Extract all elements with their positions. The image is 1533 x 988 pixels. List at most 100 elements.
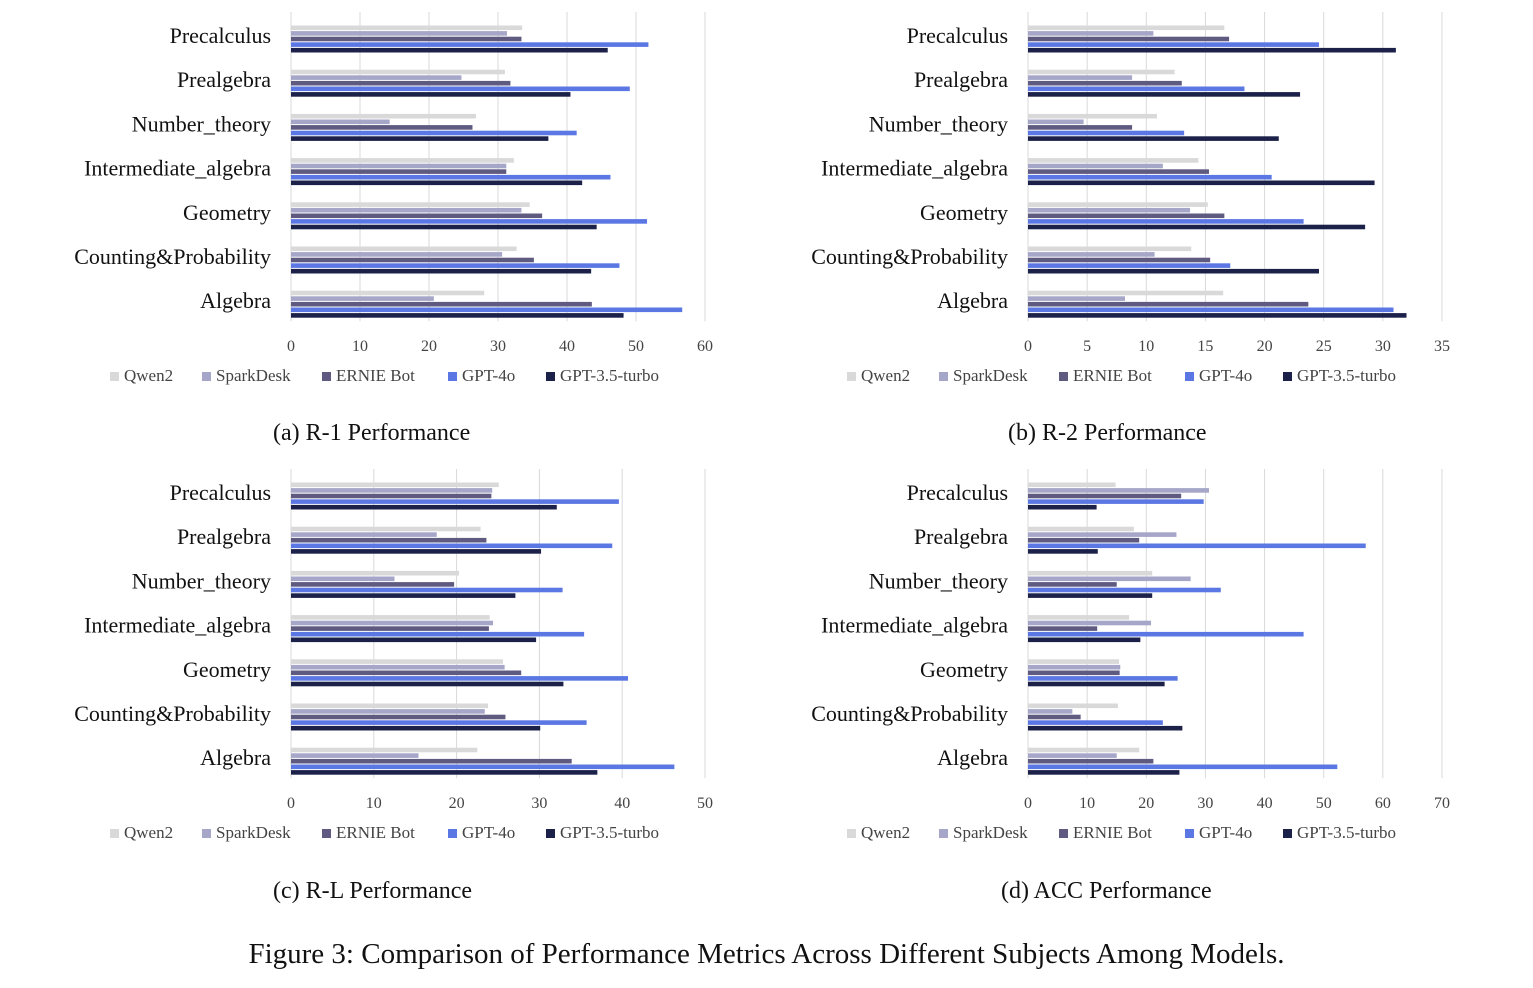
x-tick-label: 30 — [531, 795, 547, 812]
legend-label-sparkdesk: SparkDesk — [216, 823, 291, 842]
bar-gpt-3-5-turbo-precalculus — [1028, 47, 1396, 53]
bar-gpt-4o-number-theory — [1028, 130, 1185, 136]
legend-label-ernie-bot: ERNIE Bot — [1073, 823, 1152, 842]
bar-gpt-3-5-turbo-prealgebra — [291, 549, 542, 554]
bar-ernie-bot-geometry — [291, 670, 522, 676]
x-tick-label: 30 — [1375, 338, 1391, 355]
bar-qwen2-intermediate-algebra — [1028, 615, 1130, 620]
bar-gpt-3-5-turbo-number-theory — [1028, 136, 1279, 141]
bar-gpt-4o-intermediate-algebra — [291, 174, 611, 180]
x-tick-label: 40 — [559, 338, 575, 355]
legend-label-qwen2: Qwen2 — [124, 366, 173, 385]
bar-gpt-3-5-turbo-intermediate-algebra — [291, 180, 583, 186]
bar-ernie-bot-number-theory — [291, 125, 473, 130]
bar-qwen2-geometry — [291, 202, 530, 207]
bar-sparkdesk-intermediate-algebra — [1028, 163, 1163, 169]
bar-ernie-bot-precalculus — [291, 493, 492, 499]
bar-qwen2-algebra — [291, 747, 478, 753]
x-tick-label: 20 — [449, 795, 465, 812]
category-label: Prealgebra — [177, 524, 271, 549]
chart-rl-svg: 0 10 20 30 40 50 Precalculus Prealgebra Number_t… — [74, 469, 713, 842]
bar-ernie-bot-number-theory — [291, 582, 455, 587]
category-label: Algebra — [937, 288, 1008, 313]
bar-gpt-4o-counting-probability — [1028, 263, 1231, 268]
bar-qwen2-prealgebra — [291, 526, 481, 532]
bar-sparkdesk-geometry — [291, 207, 522, 213]
x-tick-label: 40 — [614, 795, 630, 812]
bar-gpt-3-5-turbo-counting-probability — [1028, 268, 1319, 274]
x-tick-label: 60 — [697, 338, 713, 355]
bar-gpt-4o-number-theory — [1028, 587, 1221, 593]
category-label: Prealgebra — [914, 67, 1008, 92]
category-label: Counting&Probability — [74, 701, 271, 726]
bar-ernie-bot-counting-probability — [291, 714, 506, 720]
legend-swatch-sparkdesk — [202, 829, 211, 838]
x-tick-label: 50 — [628, 338, 644, 355]
x-tick-label: 0 — [287, 795, 295, 812]
bar-gpt-3-5-turbo-counting-probability — [291, 268, 592, 274]
legend-swatch-gpt-4o — [1185, 372, 1194, 381]
bar-gpt-4o-precalculus — [1028, 42, 1319, 47]
bar-sparkdesk-counting-probability — [1028, 709, 1073, 714]
legend-swatch-gpt-3-5-turbo — [1283, 372, 1292, 381]
bar-ernie-bot-precalculus — [1028, 493, 1182, 499]
x-tick-label: 15 — [1197, 338, 1213, 355]
chart-acc-svg: 0 10 20 30 40 50 60 70 Precalculus Prealgebra Numb… — [811, 469, 1450, 842]
bar-qwen2-intermediate-algebra — [291, 615, 490, 620]
legend-label-gpt-4o: GPT-4o — [1199, 823, 1252, 842]
bar-gpt-3-5-turbo-algebra — [291, 313, 624, 318]
bar-sparkdesk-intermediate-algebra — [291, 163, 507, 169]
category-label: Precalculus — [907, 23, 1008, 48]
bar-gpt-4o-number-theory — [291, 130, 577, 136]
bar-gpt-3-5-turbo-prealgebra — [291, 92, 571, 97]
category-label: Algebra — [200, 745, 271, 770]
legend-label-gpt-3-5-turbo: GPT-3.5-turbo — [1297, 823, 1396, 842]
bar-qwen2-number-theory — [291, 570, 460, 576]
legend-swatch-gpt-3-5-turbo — [546, 372, 555, 381]
bar-gpt-4o-geometry — [1028, 676, 1178, 681]
x-tick-label: 25 — [1316, 338, 1332, 355]
legend-swatch-ernie-bot — [322, 829, 331, 838]
bar-ernie-bot-intermediate-algebra — [291, 169, 507, 174]
chart-rl-performance: 0 10 20 30 40 50 Precalculus Prealgebra Number_t… — [0, 457, 740, 917]
bar-sparkdesk-algebra — [1028, 753, 1117, 758]
category-label: Algebra — [200, 288, 271, 313]
bar-qwen2-precalculus — [291, 25, 523, 31]
bar-ernie-bot-algebra — [1028, 758, 1154, 764]
x-tick-label: 0 — [287, 338, 295, 355]
bar-qwen2-precalculus — [1028, 25, 1225, 31]
legend-label-gpt-4o: GPT-4o — [462, 366, 515, 385]
bar-sparkdesk-prealgebra — [1028, 532, 1177, 537]
bar-gpt-4o-counting-probability — [291, 263, 620, 268]
x-tick-label: 50 — [697, 795, 713, 812]
x-tick-label: 70 — [1434, 795, 1450, 812]
x-tick-label: 50 — [1316, 795, 1332, 812]
legend-label-sparkdesk: SparkDesk — [216, 366, 291, 385]
bar-gpt-3-5-turbo-algebra — [1028, 770, 1180, 775]
bar-gpt-3-5-turbo-number-theory — [291, 593, 516, 598]
bar-gpt-3-5-turbo-intermediate-algebra — [1028, 180, 1375, 186]
legend-swatch-gpt-4o — [448, 372, 457, 381]
bar-sparkdesk-precalculus — [1028, 488, 1209, 493]
legend-label-gpt-3-5-turbo: GPT-3.5-turbo — [560, 366, 659, 385]
bar-ernie-bot-prealgebra — [1028, 537, 1140, 543]
legend-swatch-qwen2 — [847, 829, 856, 838]
bar-sparkdesk-number-theory — [1028, 576, 1191, 582]
bar-gpt-3-5-turbo-prealgebra — [1028, 549, 1098, 554]
legend-label-ernie-bot: ERNIE Bot — [1073, 366, 1152, 385]
legend-swatch-gpt-3-5-turbo — [546, 829, 555, 838]
bar-ernie-bot-geometry — [291, 213, 543, 219]
bar-sparkdesk-geometry — [1028, 207, 1191, 213]
legend-label-sparkdesk: SparkDesk — [953, 823, 1028, 842]
bar-gpt-4o-algebra — [291, 307, 683, 313]
category-label: Intermediate_algebra — [821, 156, 1008, 181]
bar-ernie-bot-precalculus — [291, 36, 522, 42]
bar-gpt-3-5-turbo-intermediate-algebra — [291, 637, 537, 643]
bar-ernie-bot-intermediate-algebra — [291, 626, 489, 631]
bar-ernie-bot-counting-probability — [291, 257, 534, 263]
bar-sparkdesk-geometry — [291, 664, 505, 670]
bar-ernie-bot-prealgebra — [1028, 80, 1182, 86]
legend-swatch-gpt-4o — [1185, 829, 1194, 838]
bar-qwen2-algebra — [1028, 290, 1224, 296]
bar-gpt-4o-intermediate-algebra — [291, 631, 585, 637]
